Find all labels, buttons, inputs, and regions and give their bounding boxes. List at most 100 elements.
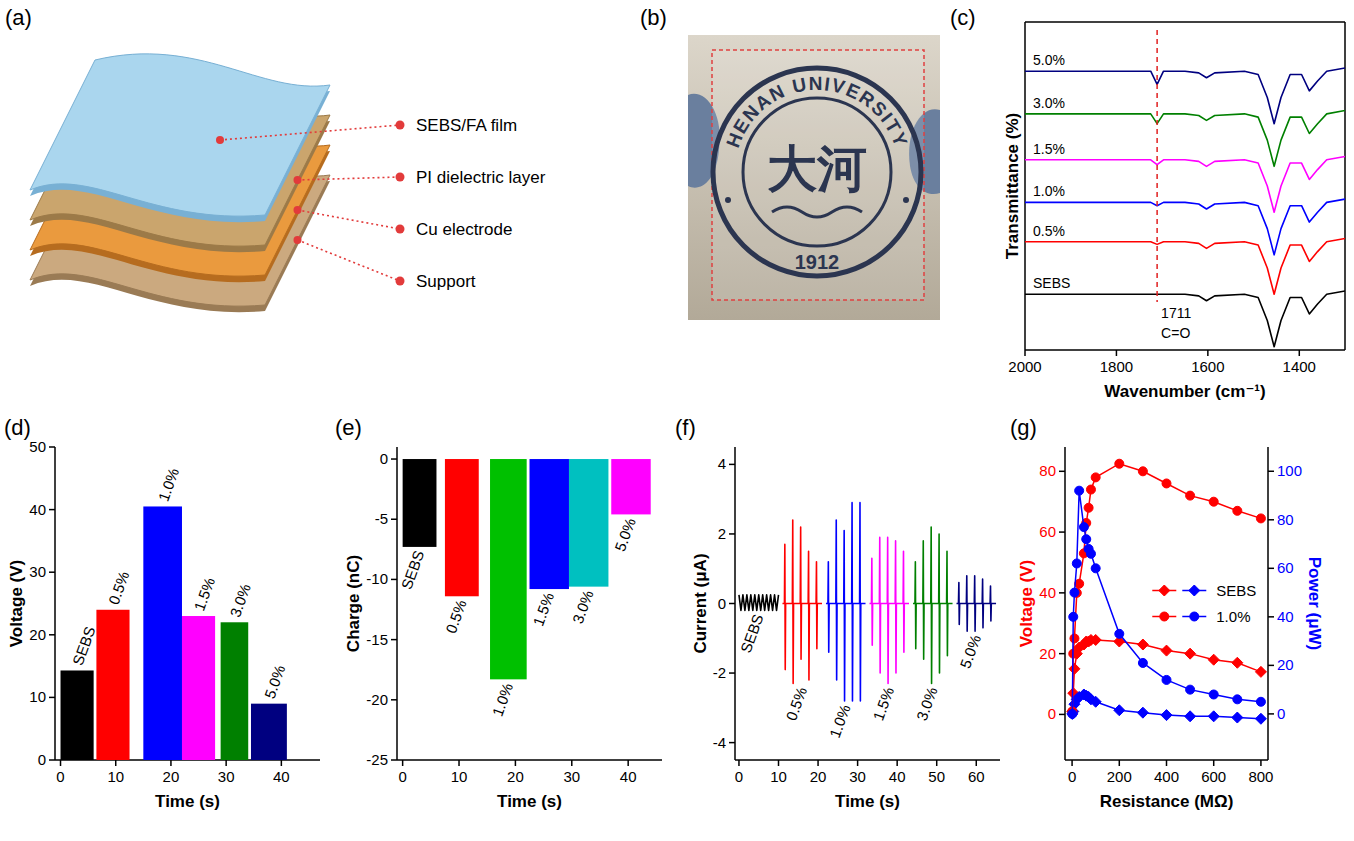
series-label: 0.5% <box>782 685 810 723</box>
y-tick-label: 60 <box>1039 523 1056 540</box>
layer-sheet <box>30 54 330 222</box>
y-axis-title: Current (μA) <box>691 553 710 653</box>
y-axis-title: Transmittance (%) <box>1003 113 1022 259</box>
panel-letter: (g) <box>1010 415 1037 440</box>
series-label: 5.0% <box>1033 52 1065 68</box>
legend-marker <box>1159 585 1170 596</box>
series-line <box>869 537 909 683</box>
bar <box>96 610 129 760</box>
y-tick <box>49 571 55 573</box>
y-tick-label: 2 <box>718 525 726 542</box>
frame-right <box>1344 22 1346 350</box>
point <box>1232 712 1243 723</box>
series-line <box>1072 640 1261 711</box>
y2-tick-label: 60 <box>1277 559 1294 576</box>
figure: (a)SEBS/FA filmPI dielectric layerCu ele… <box>0 0 1354 841</box>
y2-tick <box>1268 568 1274 570</box>
seal-year: 1912 <box>795 251 840 273</box>
x-axis-line <box>735 759 1000 761</box>
leader-dot <box>294 176 302 184</box>
bar <box>182 616 215 760</box>
x-tick <box>857 760 859 766</box>
bar-label: 3.0% <box>569 588 597 626</box>
y-tick-label: -25 <box>366 751 388 768</box>
x-tick-label: 200 <box>1107 768 1132 785</box>
y-tick-label: 0 <box>38 751 46 768</box>
panel-letter: (d) <box>4 415 31 440</box>
bar <box>490 459 527 679</box>
annotation: C=O <box>1161 325 1190 341</box>
leader-dot <box>396 173 405 182</box>
panel-letter: (f) <box>675 415 696 440</box>
bar-label: 5.0% <box>261 663 289 701</box>
leader-line <box>298 177 401 180</box>
y-tick <box>729 603 735 605</box>
x-tick-label: 60 <box>968 768 985 785</box>
layer-label: Support <box>416 272 476 291</box>
bar <box>221 622 249 760</box>
y-tick <box>729 672 735 674</box>
point <box>1161 645 1172 656</box>
point <box>1084 503 1093 512</box>
leader-line <box>298 240 401 281</box>
bar <box>569 459 608 587</box>
seal-wave <box>772 207 862 217</box>
seal-emblem: 大河 <box>767 140 867 198</box>
x-tick <box>170 760 172 766</box>
y-tick <box>49 634 55 636</box>
x-axis-title: Time (s) <box>497 792 562 811</box>
leader-dot <box>216 136 224 144</box>
y-axis-title: Charge (nC) <box>344 555 363 652</box>
y-axis-line <box>396 447 398 760</box>
x-tick <box>1116 350 1118 356</box>
point <box>1185 711 1196 722</box>
point <box>1137 707 1148 718</box>
y-tick <box>1059 714 1065 716</box>
point <box>1138 467 1147 476</box>
x-tick <box>627 760 629 766</box>
y-tick <box>49 697 55 699</box>
seal-inner <box>743 98 891 246</box>
plot-area <box>403 459 651 679</box>
x-tick-label: 20 <box>507 768 524 785</box>
bar <box>403 459 437 547</box>
y-tick-label: 50 <box>29 438 46 455</box>
y-tick <box>1059 653 1065 655</box>
x-axis-title: Time (s) <box>835 792 900 811</box>
y-tick-label: 0 <box>380 450 388 467</box>
series-label: 1.5% <box>1033 141 1065 157</box>
point <box>1069 612 1078 621</box>
leader-dot <box>294 206 302 214</box>
panel-letter: (a) <box>5 5 32 30</box>
y-tick <box>1059 531 1065 533</box>
x-tick <box>778 760 780 766</box>
y2-tick <box>1268 713 1274 715</box>
bar-label: 1.5% <box>529 590 557 628</box>
x-tick-label: 40 <box>620 768 637 785</box>
x-tick-label: 0 <box>56 768 64 785</box>
point <box>1186 491 1195 500</box>
y-tick-label: 80 <box>1039 462 1056 479</box>
point <box>1079 523 1088 532</box>
y2-tick-label: 40 <box>1277 608 1294 625</box>
x-tick <box>738 760 740 766</box>
bar-label: SEBS <box>69 624 99 667</box>
point <box>1209 690 1218 699</box>
point <box>1086 485 1095 494</box>
y-tick <box>1059 592 1065 594</box>
y-tick-label: 40 <box>29 501 46 518</box>
x-axis-title: Time (s) <box>155 792 220 811</box>
series-label: 5.0% <box>956 633 984 671</box>
annotation: 1711 <box>1161 305 1191 321</box>
x-tick <box>60 760 62 766</box>
legend-marker <box>1190 612 1199 621</box>
series-line <box>1025 238 1345 294</box>
y-tick <box>391 458 397 460</box>
y-tick-label: 10 <box>29 688 46 705</box>
series-line <box>1025 111 1345 167</box>
x-tick <box>1071 760 1073 766</box>
y-tick <box>49 446 55 448</box>
bar-label: 1.0% <box>155 466 183 504</box>
series-label: 3.0% <box>913 685 941 723</box>
x-axis-line <box>397 759 662 761</box>
